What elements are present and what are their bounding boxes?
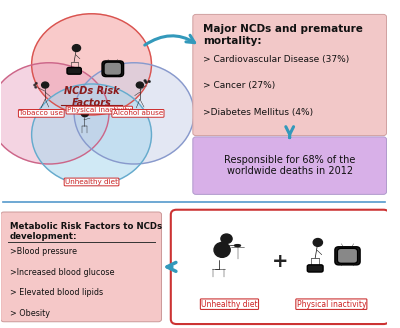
Text: >Blood pressure: >Blood pressure — [10, 247, 76, 256]
Text: Alcohol abuse: Alcohol abuse — [113, 111, 163, 116]
Circle shape — [0, 63, 109, 164]
Circle shape — [42, 82, 49, 88]
Text: Tobacco use: Tobacco use — [19, 111, 63, 116]
Circle shape — [313, 238, 322, 246]
FancyBboxPatch shape — [335, 247, 360, 265]
FancyBboxPatch shape — [104, 62, 122, 75]
Circle shape — [35, 87, 36, 88]
Circle shape — [221, 234, 232, 243]
FancyBboxPatch shape — [307, 265, 323, 272]
Ellipse shape — [214, 242, 230, 257]
Text: Physical inactivity: Physical inactivity — [67, 107, 132, 113]
Text: NCDs Risk
Factors: NCDs Risk Factors — [64, 86, 119, 108]
Circle shape — [145, 82, 147, 83]
Text: > Elevated blood lipids: > Elevated blood lipids — [10, 288, 103, 297]
Text: +: + — [272, 252, 288, 271]
FancyBboxPatch shape — [102, 61, 124, 76]
Text: Physical inactivity: Physical inactivity — [296, 300, 366, 309]
Text: Unhealthy diet: Unhealthy diet — [65, 179, 118, 185]
Text: Metabolic Risk Factors to NCDs
development:: Metabolic Risk Factors to NCDs developme… — [10, 222, 162, 241]
Circle shape — [144, 80, 146, 81]
Text: >Increased blood glucose: >Increased blood glucose — [10, 268, 114, 277]
FancyBboxPatch shape — [171, 210, 389, 324]
Circle shape — [74, 63, 194, 164]
Text: > Obesity: > Obesity — [10, 309, 50, 318]
FancyBboxPatch shape — [67, 68, 81, 74]
Text: Unhealthy diet: Unhealthy diet — [201, 300, 258, 309]
Circle shape — [32, 14, 152, 115]
Circle shape — [32, 84, 152, 185]
FancyBboxPatch shape — [193, 137, 386, 195]
Circle shape — [148, 81, 150, 82]
Text: > Cancer (27%): > Cancer (27%) — [203, 81, 275, 91]
Circle shape — [34, 84, 36, 86]
Circle shape — [72, 45, 80, 51]
Text: >Diabetes Mellitus (4%): >Diabetes Mellitus (4%) — [203, 108, 313, 117]
Text: > Cardiovascular Disease (37%): > Cardiovascular Disease (37%) — [203, 54, 349, 64]
Text: Major NCDs and premature
mortality:: Major NCDs and premature mortality: — [203, 24, 363, 46]
Ellipse shape — [234, 245, 240, 246]
Circle shape — [136, 82, 144, 88]
Text: Responsible for 68% of the
worldwide deaths in 2012: Responsible for 68% of the worldwide dea… — [224, 155, 355, 176]
Circle shape — [36, 83, 37, 84]
Circle shape — [81, 111, 88, 117]
FancyBboxPatch shape — [1, 212, 162, 322]
FancyBboxPatch shape — [193, 14, 386, 135]
FancyBboxPatch shape — [337, 248, 358, 263]
